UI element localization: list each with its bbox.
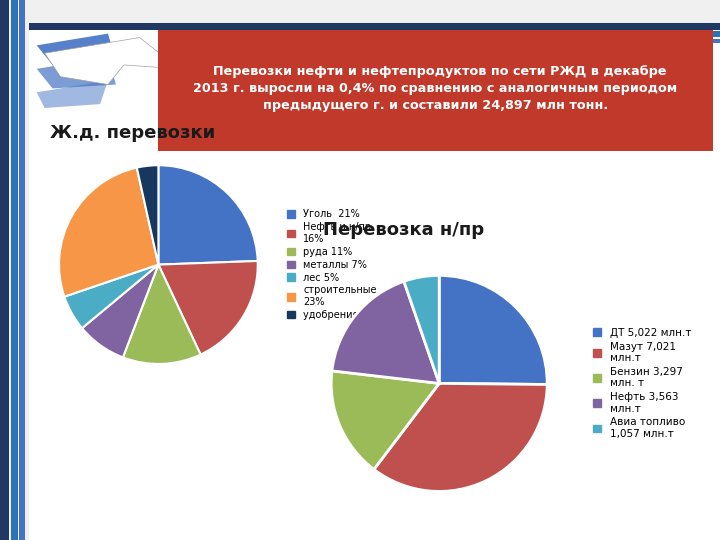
Legend: Уголь  21%, Нефть и н/пр
16%, руда 11%, металлы 7%, лес 5%, строительные
23%, уд: Уголь 21%, Нефть и н/пр 16%, руда 11%, м… — [287, 209, 377, 320]
Wedge shape — [332, 281, 439, 383]
Wedge shape — [158, 165, 258, 265]
Wedge shape — [404, 275, 439, 383]
Text: Перевозка н/пр: Перевозка н/пр — [323, 221, 484, 239]
Text: Ж.д. перевозки: Ж.д. перевозки — [50, 124, 216, 141]
Polygon shape — [37, 80, 108, 108]
Wedge shape — [374, 383, 547, 491]
Wedge shape — [158, 261, 258, 355]
Polygon shape — [45, 37, 179, 84]
Wedge shape — [59, 167, 158, 296]
Legend: ДТ 5,022 млн.т, Мазут 7,021
млн.т, Бензин 3,297
млн. т, Нефть 3,563
млн.т, Авиа : ДТ 5,022 млн.т, Мазут 7,021 млн.т, Бензи… — [593, 328, 691, 439]
Wedge shape — [439, 275, 547, 384]
Wedge shape — [82, 265, 158, 357]
Wedge shape — [64, 265, 158, 328]
Text: Перевозки нефти и нефтепродуктов по сети РЖД в декабре
2013 г. выросли на 0,4% п: Перевозки нефти и нефтепродуктов по сети… — [194, 64, 678, 112]
Wedge shape — [137, 165, 158, 265]
Polygon shape — [37, 33, 116, 65]
Polygon shape — [37, 57, 116, 89]
Wedge shape — [331, 371, 439, 469]
Wedge shape — [123, 265, 201, 364]
